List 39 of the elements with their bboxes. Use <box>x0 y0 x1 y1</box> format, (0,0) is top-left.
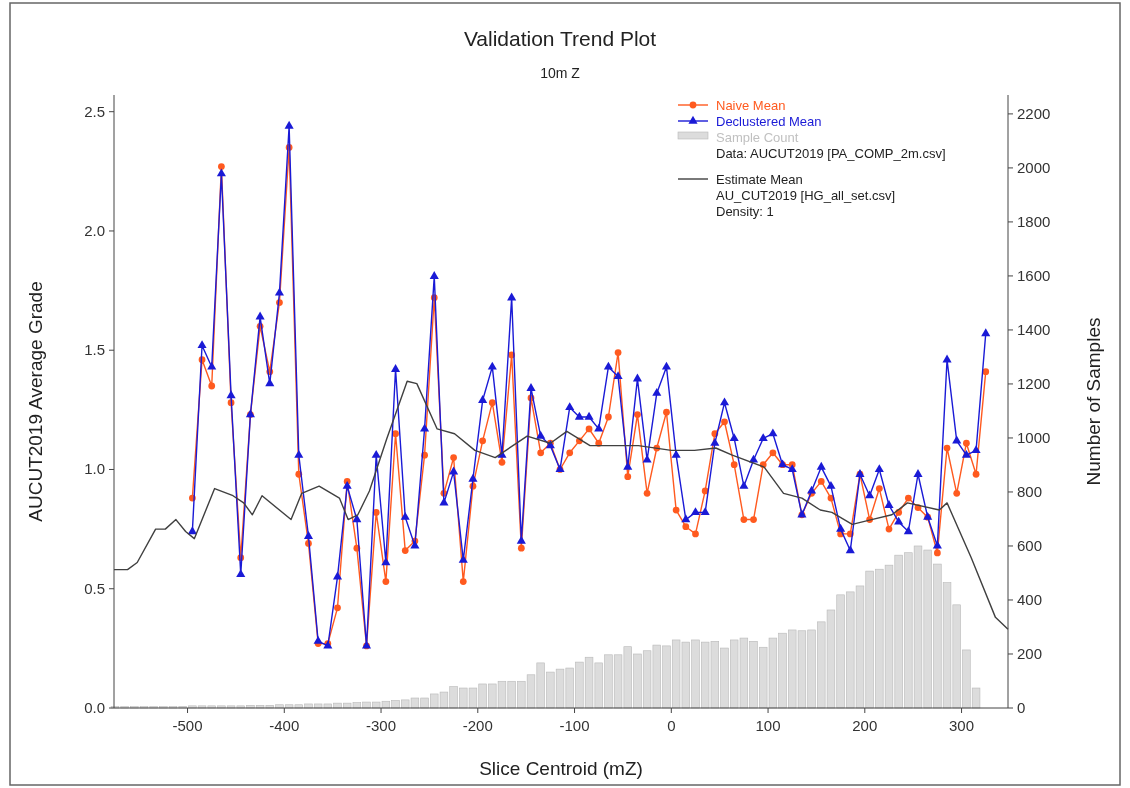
y-tick-label: 2.0 <box>84 221 105 239</box>
y2-tick-label: 1800 <box>1017 212 1051 230</box>
y-tick-label: 1.5 <box>84 341 105 359</box>
legend-label: Declustered Mean <box>716 114 822 129</box>
legend-label: Naive Mean <box>716 98 786 113</box>
y2-tick-label: 400 <box>1017 590 1043 608</box>
x-tick-label: -200 <box>462 717 493 734</box>
y2-tick-label: 1200 <box>1017 374 1051 392</box>
x-tick-label: -400 <box>269 717 300 734</box>
x-tick-label: -500 <box>172 717 203 734</box>
annotation: Data: AUCUT2019 [PA_COMP_2m.csv] <box>716 146 946 161</box>
y2-tick-label: 2000 <box>1017 158 1051 176</box>
y2-tick-label: 1000 <box>1017 428 1051 446</box>
y2-tick-label: 2200 <box>1017 104 1051 122</box>
y-axis-title: AUCUT2019 Average Grade <box>25 281 46 522</box>
x-tick-label: 300 <box>949 717 975 734</box>
y2-tick-label: 1400 <box>1017 320 1051 338</box>
y-tick-label: 1.0 <box>84 460 105 478</box>
x-tick-label: 200 <box>852 717 878 734</box>
legend-label: Estimate Mean <box>716 172 803 187</box>
y-tick-label: 2.5 <box>84 102 105 120</box>
chart-subtitle: 10m Z <box>540 65 581 81</box>
x-tick-label: 0 <box>667 717 676 734</box>
y2-tick-label: 600 <box>1017 536 1043 554</box>
annotation: Density: 1 <box>716 204 774 219</box>
x-tick-label: 100 <box>755 717 781 734</box>
y2-tick-label: 0 <box>1017 699 1026 716</box>
x-tick-label: -100 <box>559 717 590 734</box>
legend-label: Sample Count <box>716 130 799 145</box>
chart-title: Validation Trend Plot <box>463 27 657 50</box>
y-tick-label: 0.0 <box>84 699 105 716</box>
x-tick-label: -300 <box>366 717 397 734</box>
y2-tick-label: 200 <box>1017 644 1043 662</box>
y2-tick-label: 1600 <box>1017 266 1051 284</box>
y2-axis-title: Number of Samples <box>1083 317 1104 486</box>
y-tick-label: 0.5 <box>84 579 105 597</box>
annotation: AU_CUT2019 [HG_all_set.csv] <box>716 188 896 203</box>
y2-tick-label: 800 <box>1017 482 1043 500</box>
x-axis-title: Slice Centroid (mZ) <box>479 758 643 779</box>
